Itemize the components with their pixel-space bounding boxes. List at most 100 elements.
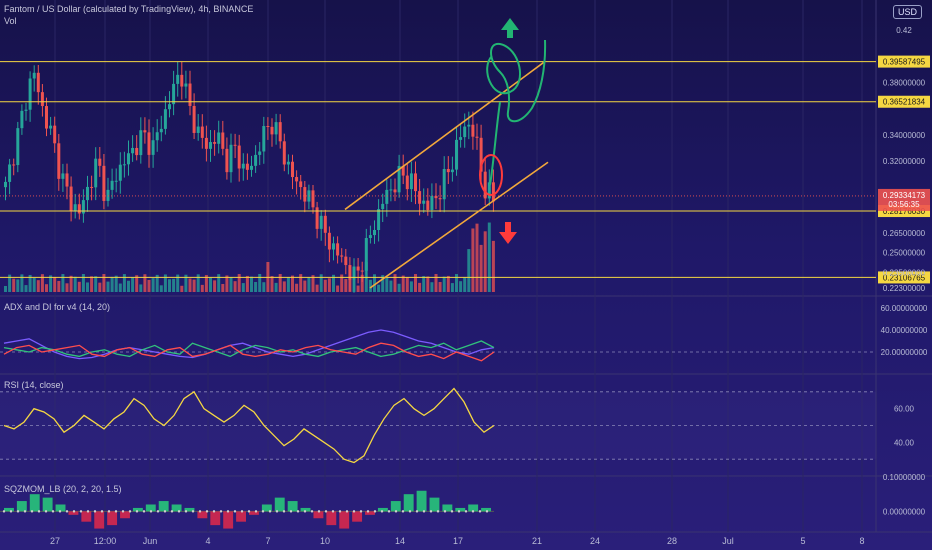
volume-bar <box>282 281 286 292</box>
green-up-arrow-icon <box>501 18 519 38</box>
candle-body <box>463 126 467 138</box>
candle-body <box>364 238 368 271</box>
rsi-axis-tick: 60.00 <box>894 405 915 414</box>
candle-body <box>262 126 266 152</box>
sqzmom-bar <box>4 507 14 512</box>
last-price-tag: 0.29334173 <box>883 191 926 200</box>
volume-bar <box>69 275 73 292</box>
candle-body <box>299 181 303 188</box>
level-price-tag: 0.28176030 <box>883 207 926 216</box>
volume-bar <box>336 285 340 292</box>
sqzmom-dot <box>23 510 27 513</box>
x-axis-tick: 5 <box>800 536 805 546</box>
sqzmom-bar <box>249 511 259 515</box>
sqzmom-bar <box>403 494 414 512</box>
adx-label: ADX and DI for v4 (14, 20) <box>4 302 111 312</box>
volume-bar <box>401 275 405 292</box>
candle-body <box>414 173 417 192</box>
price-axis-tick: 0.25000000 <box>883 249 926 258</box>
volume-bar <box>245 275 249 292</box>
sqzmom-bar <box>184 507 195 512</box>
candle-body <box>385 189 389 204</box>
sqzmom-bar <box>197 511 208 519</box>
volume-bar <box>422 276 426 292</box>
candle-body <box>168 104 171 110</box>
sqzmom-dot <box>135 510 139 513</box>
candle-body <box>405 175 409 190</box>
volume-bar <box>377 284 381 292</box>
candle-body <box>327 232 331 250</box>
candle-body <box>418 191 422 204</box>
volume-bar <box>36 280 40 292</box>
sqzmom-bar <box>120 511 130 519</box>
rsi-label: RSI (14, close) <box>4 380 64 390</box>
volume-bar <box>319 274 323 292</box>
candle-body <box>332 243 335 250</box>
adx-series-minusdi <box>3 342 495 362</box>
sqzmom-dot <box>240 510 244 513</box>
sqzmom-dot <box>254 510 258 513</box>
volume-bar <box>327 278 331 292</box>
sqzmom-dot <box>177 510 181 513</box>
sqzmom-dot <box>149 510 153 513</box>
candle-body <box>16 128 20 166</box>
candle-body <box>401 165 405 176</box>
sqzmom-bar <box>390 501 401 512</box>
volume-bar <box>184 274 188 292</box>
volume-bar <box>98 282 102 292</box>
volume-bar <box>163 274 167 292</box>
candle-body <box>118 164 122 181</box>
sqzmom-bar <box>236 511 246 522</box>
volume-bar <box>278 274 282 292</box>
volume-bar <box>217 274 221 292</box>
candle-body <box>348 265 352 280</box>
volume-bar <box>90 276 94 292</box>
candle-body <box>188 83 192 106</box>
volume-bar <box>483 231 487 292</box>
volume-bar <box>49 275 53 292</box>
volume-bar <box>459 281 463 292</box>
volume-bar <box>221 283 225 292</box>
volume-bar <box>286 277 290 292</box>
candle-body <box>94 158 98 188</box>
candle-body <box>471 124 475 137</box>
volume-bar <box>188 278 192 292</box>
candle-body <box>270 126 274 135</box>
sqzmom-bar <box>107 511 118 526</box>
sqzmom-dot <box>422 510 426 513</box>
sqzmom-dot <box>226 510 230 513</box>
level-price-tag: 0.23106765 <box>883 273 926 282</box>
candlesticks <box>4 61 495 293</box>
sqzmom-bar <box>313 511 324 519</box>
candle-body <box>28 78 32 110</box>
candle-body <box>73 204 77 211</box>
sqzmom-dot <box>93 510 97 513</box>
candle-body <box>250 165 253 170</box>
volume-bar <box>241 283 245 292</box>
candle-body <box>20 110 24 129</box>
x-axis-tick: 14 <box>395 536 405 546</box>
sqzmom-bar <box>377 507 388 512</box>
level-price-tag-bg <box>878 55 930 68</box>
volume-bar <box>373 274 376 292</box>
candle-body <box>8 164 12 182</box>
currency-button[interactable]: USD <box>892 5 922 19</box>
candle-body <box>450 169 454 173</box>
volume-bar <box>258 274 262 292</box>
sqzmom-dot <box>366 510 370 513</box>
candle-body <box>323 215 327 233</box>
volume-bar <box>446 275 450 292</box>
sqzmom-dot <box>9 510 13 513</box>
candle-body <box>90 186 94 188</box>
volume-bar <box>81 274 85 292</box>
volume-bar <box>131 277 135 292</box>
red-down-arrow-icon <box>499 222 517 244</box>
sqzmom-dot <box>233 510 237 513</box>
sqzmom-dot <box>219 510 223 513</box>
x-axis-tick: Jul <box>722 536 734 546</box>
volume-bar <box>409 281 413 292</box>
candle-body <box>229 144 233 173</box>
sqzmom-dot <box>156 510 160 513</box>
volume-bar <box>467 249 471 292</box>
